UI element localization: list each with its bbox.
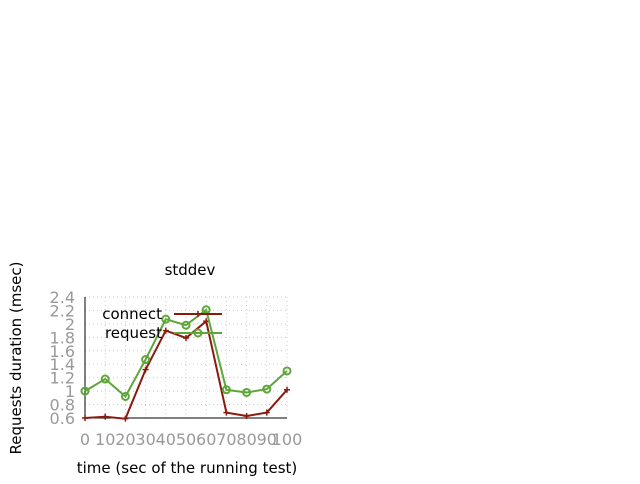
data-point [242, 387, 252, 397]
y-tick-label: 1.6 [50, 342, 75, 361]
data-point [162, 327, 169, 334]
axes: 0.60.811.21.41.61.822.22.4 0 10 20 30 40 50 60 7… [50, 288, 303, 449]
x-tick-label: 20 [115, 430, 135, 449]
data-point [82, 415, 88, 421]
data-point [141, 355, 151, 365]
legend-label-request: request [105, 324, 162, 342]
x-tick-label: 10 [95, 430, 115, 449]
data-point [282, 366, 292, 376]
data-point [80, 386, 90, 396]
data-point [221, 385, 231, 395]
chart-title: stddev [165, 261, 216, 279]
x-tick-label: 50 [176, 430, 196, 449]
data-point [262, 384, 272, 394]
y-tick-label: 2.4 [50, 288, 75, 307]
data-point [142, 366, 149, 373]
x-tick-label: 30 [135, 430, 155, 449]
data-point [284, 386, 290, 393]
series-request [80, 305, 292, 401]
y-tick-label: 1 [65, 382, 75, 401]
y-tick-label: 1.8 [50, 328, 75, 347]
x-axis-title: time (sec of the running test) [77, 459, 298, 477]
y-tick-label: 1.2 [50, 369, 75, 388]
y-axis-title: Requests duration (msec) [7, 261, 25, 454]
y-tick-label: 1.4 [50, 355, 75, 374]
series-connect [82, 318, 290, 422]
x-tick-label: 90 [257, 430, 277, 449]
data-point [223, 409, 230, 416]
series-group [80, 305, 292, 422]
x-tick-label: 70 [216, 430, 236, 449]
data-point [243, 412, 250, 419]
x-tick-label: 0 [80, 430, 90, 449]
data-point [102, 413, 109, 420]
x-tick-label: 60 [196, 430, 216, 449]
y-tick-label: 2.2 [50, 301, 75, 320]
data-point [122, 415, 129, 422]
data-point [161, 314, 171, 324]
data-point [183, 335, 189, 342]
series-line-request [84, 308, 288, 399]
y-tick-label: 0.6 [50, 409, 75, 428]
data-point [120, 391, 130, 401]
x-tick-label: 40 [156, 430, 176, 449]
x-tick-label: 80 [236, 430, 256, 449]
legend-label-connect: connect [102, 305, 162, 323]
y-tick-label: 2 [65, 315, 75, 334]
data-point [263, 409, 270, 416]
data-point [195, 311, 201, 317]
data-point [181, 320, 191, 330]
data-point [193, 328, 203, 338]
y-tick-label: 0.8 [50, 396, 75, 415]
x-tick-label: 100 [272, 430, 303, 449]
data-point [100, 374, 110, 384]
